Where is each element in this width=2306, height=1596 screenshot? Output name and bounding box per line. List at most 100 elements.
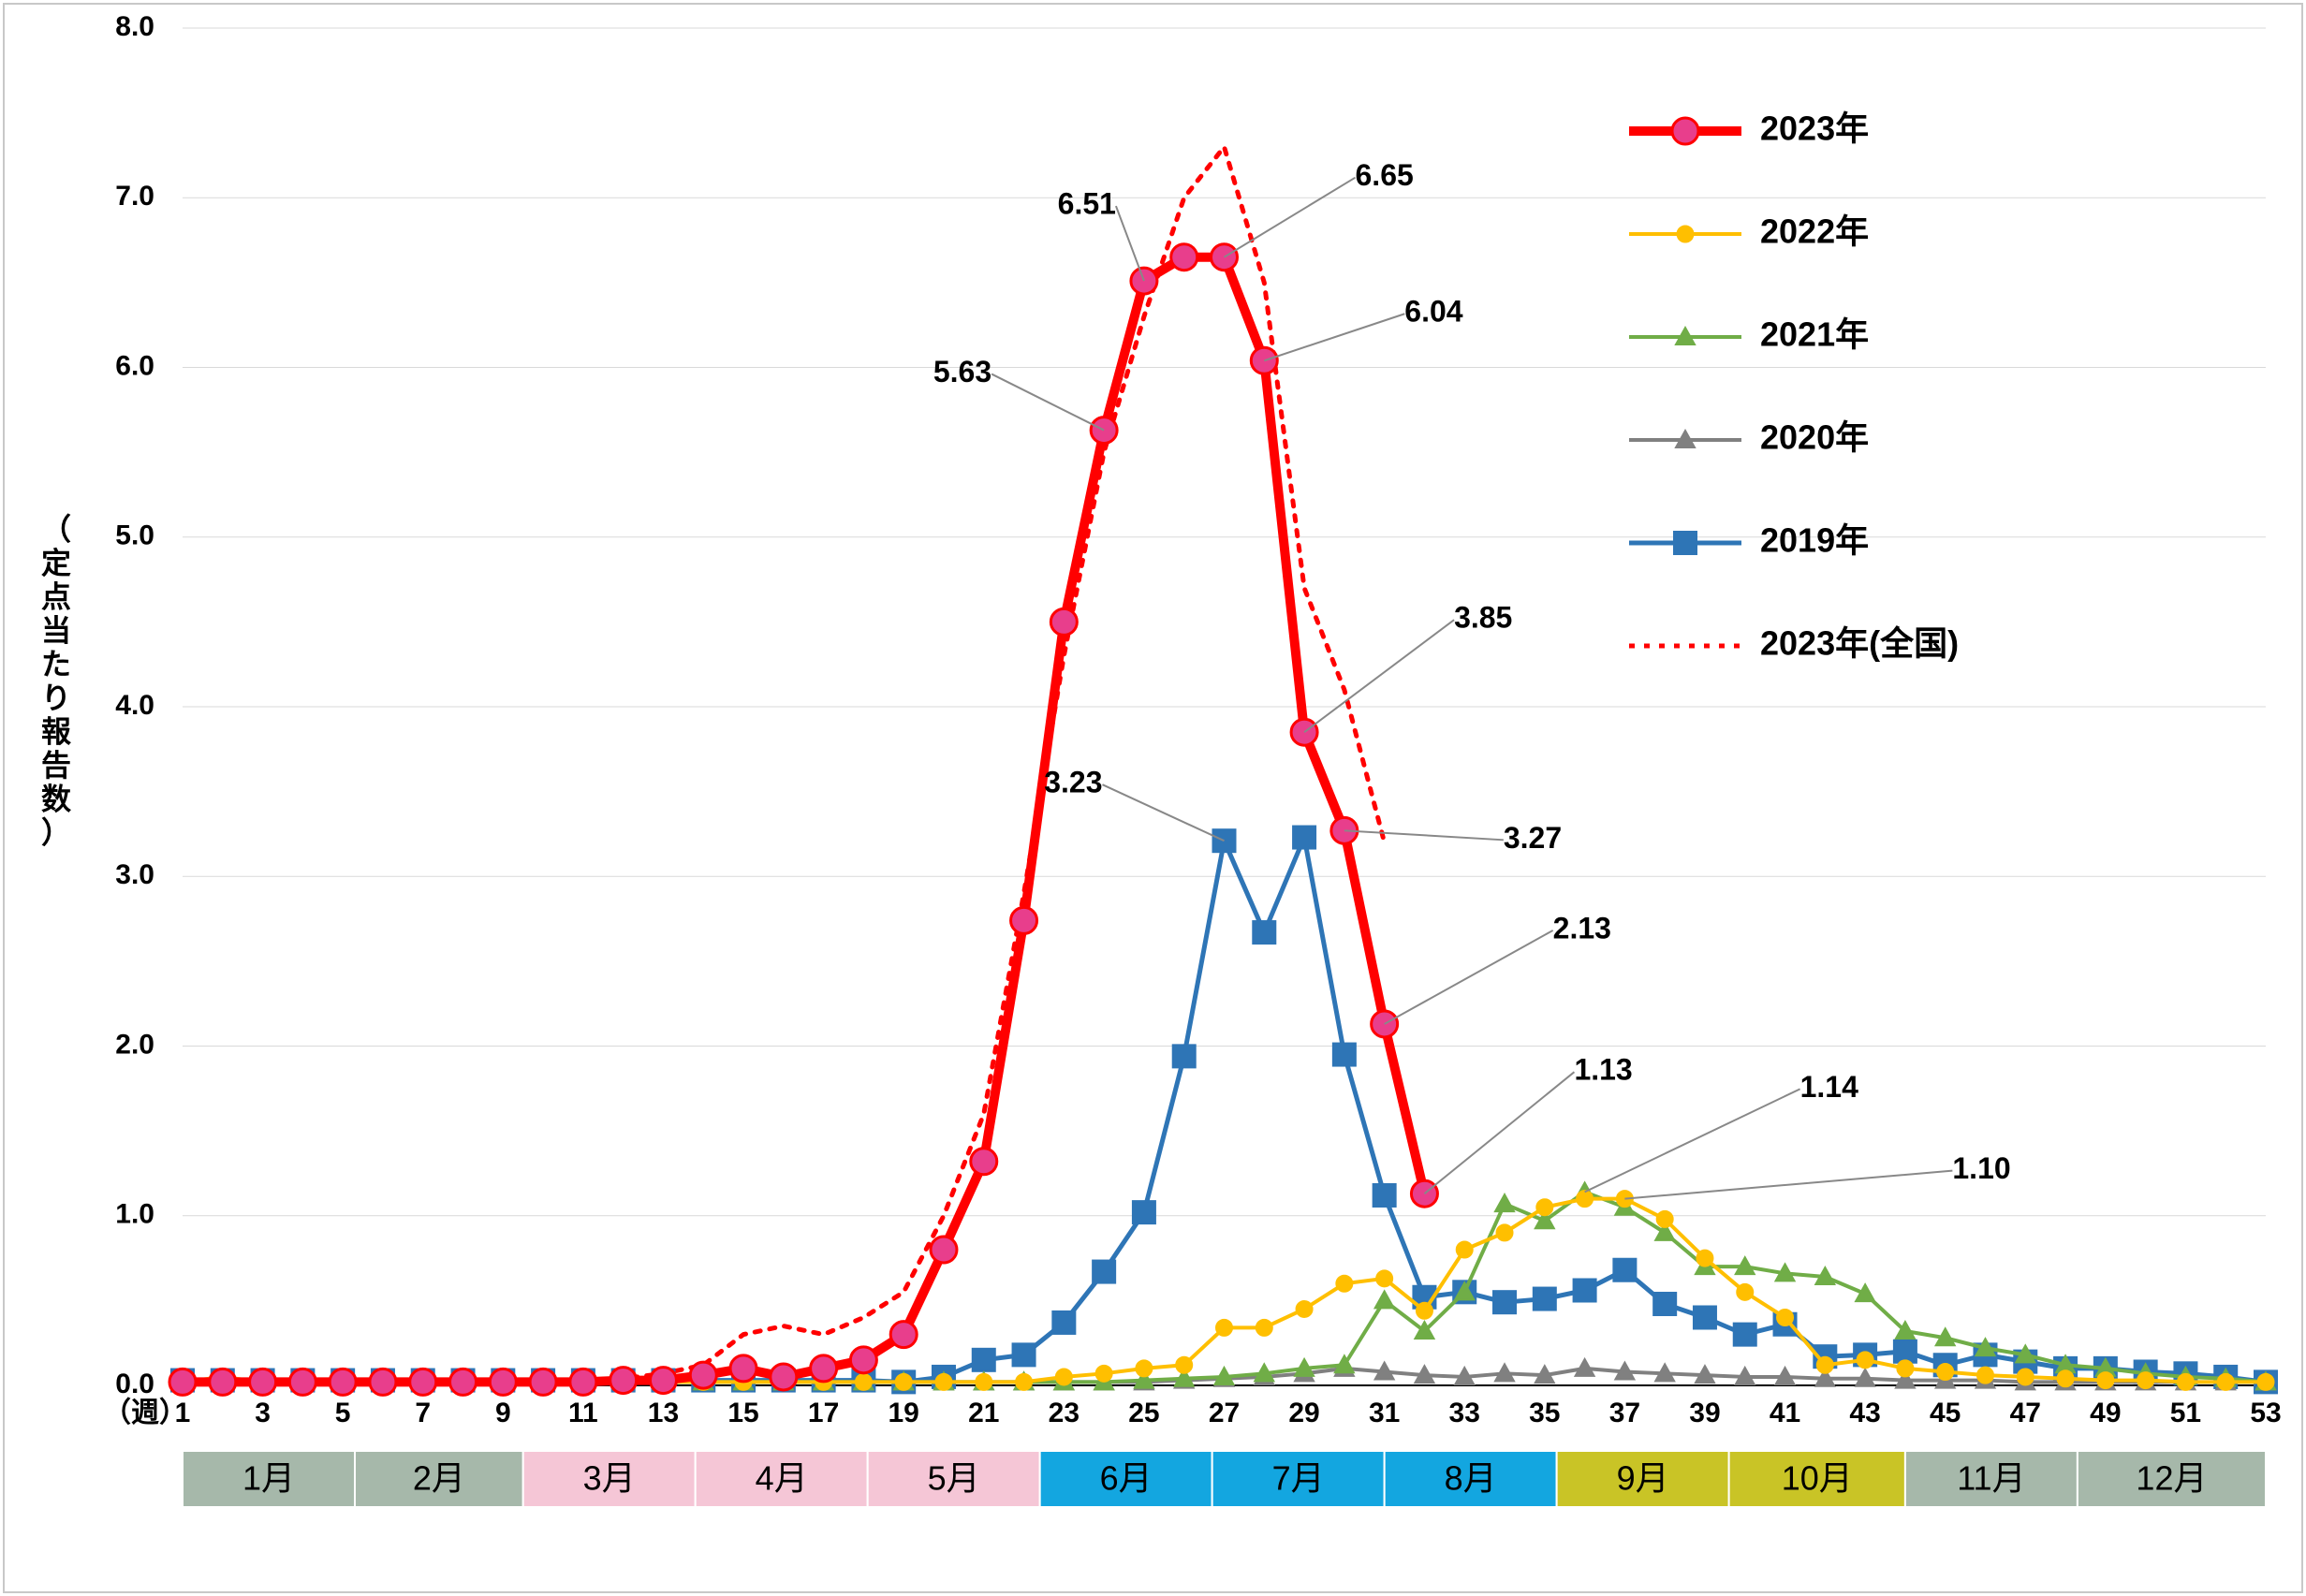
series-marker [2058,1371,2073,1386]
month-label: 4月 [756,1459,808,1498]
y-tick-label: 7.0 [115,181,154,212]
y-tick-label: 8.0 [115,11,154,42]
month-label: 10月 [1782,1459,1853,1498]
x-tick-label: 35 [1529,1398,1560,1428]
month-label: 11月 [1957,1459,2025,1498]
x-tick-label: 53 [2250,1398,2281,1428]
y-tick-label: 0.0 [115,1369,154,1399]
series-marker [1013,1343,1035,1366]
series-marker [2098,1373,2113,1388]
x-tick-label: 3 [255,1398,271,1428]
series-marker [1056,1369,1071,1384]
x-tick-label: 7 [415,1398,431,1428]
series-marker [490,1369,516,1395]
series-line [183,257,1424,1383]
series-marker [973,1349,995,1371]
series-marker [1495,1194,1514,1211]
series-marker [1537,1200,1552,1215]
series-marker [1938,1365,1953,1380]
series-marker [330,1369,356,1395]
series-marker [1574,1280,1596,1302]
series-marker [1011,907,1037,933]
series-marker [1493,1291,1516,1313]
series-marker [771,1364,797,1390]
x-tick-label: 21 [968,1398,999,1428]
month-label: 7月 [1272,1459,1325,1498]
annotation-leader [1424,1072,1574,1193]
series-marker [1373,1184,1396,1207]
x-tick-label: 27 [1209,1398,1240,1428]
series-marker [1256,1320,1271,1335]
series-marker [250,1369,276,1395]
series-marker [890,1322,917,1348]
series-marker [1894,1340,1917,1363]
series-marker [1093,1261,1115,1283]
series-marker [2258,1374,2273,1389]
series-marker [1858,1353,1873,1368]
series-marker [1253,921,1275,944]
x-tick-label: 9 [495,1398,511,1428]
annotation-leader [1116,206,1144,281]
series-marker [1694,1307,1716,1329]
annotation-leader [991,374,1104,431]
series-marker [931,1237,957,1263]
series-marker [1457,1242,1472,1257]
x-tick-label: 25 [1128,1398,1159,1428]
x-tick-label: 19 [889,1398,919,1428]
y-tick-label: 3.0 [115,859,154,890]
series-marker [1734,1324,1756,1346]
series-marker [2138,1373,2153,1388]
annotation-leader [1344,830,1504,840]
y-tick-label: 6.0 [115,350,154,381]
annotation-label: 3.27 [1504,821,1562,855]
x-tick-label: 51 [2170,1398,2201,1428]
x-tick-label: 37 [1609,1398,1640,1428]
series-marker [896,1374,911,1389]
series-marker [1096,1366,1111,1381]
annotation-leader [1304,620,1454,732]
series-marker [1738,1284,1753,1299]
series-marker [1613,1259,1636,1281]
series-marker [1417,1303,1432,1318]
series-marker [856,1374,871,1389]
month-label: 5月 [928,1459,980,1498]
y-tick-label: 1.0 [115,1199,154,1230]
series-marker [1697,1251,1712,1266]
annotation-label: 6.04 [1404,295,1462,329]
x-tick-label: 15 [727,1398,758,1428]
annotation-leader [1585,1089,1800,1192]
annotation-label: 3.85 [1454,601,1512,635]
series-marker [1377,1271,1392,1286]
series-marker [1333,1044,1356,1066]
series-marker [1133,1201,1155,1223]
x-tick-label: 17 [808,1398,839,1428]
series-marker [1337,1276,1352,1291]
series-line [183,838,2266,1383]
x-tick-label: 41 [1770,1398,1800,1428]
series-marker [1375,1291,1394,1308]
series-marker [1137,1361,1152,1376]
annotation-label: 1.14 [1800,1070,1858,1104]
annotation-label: 1.10 [1952,1151,2010,1185]
series-marker [1534,1288,1556,1310]
annotation-label: 6.51 [1058,187,1116,221]
month-label: 3月 [583,1459,636,1498]
x-tick-label: 49 [2090,1398,2121,1428]
series-marker [289,1369,316,1395]
legend-label: 2022年 [1760,212,1869,251]
legend-label: 2023年 [1760,110,1869,148]
x-tick-label: 33 [1449,1398,1480,1428]
series-marker [2178,1374,2193,1389]
series-marker [169,1369,196,1395]
series-marker [1977,1368,1992,1383]
series-marker [370,1369,396,1395]
series-marker [811,1355,837,1382]
y-tick-label: 4.0 [115,690,154,721]
series-marker [410,1369,436,1395]
series-marker [936,1374,951,1389]
month-label: 1月 [242,1459,295,1498]
x-tick-label: 45 [1930,1398,1961,1428]
annotation-label: 5.63 [933,355,991,388]
y-tick-label: 5.0 [115,520,154,551]
annotation-label: 6.65 [1356,158,1414,192]
